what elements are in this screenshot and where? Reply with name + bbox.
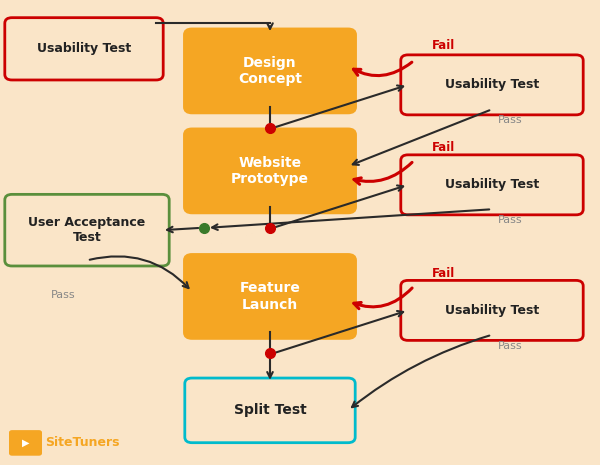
Text: User Acceptance
Test: User Acceptance Test <box>28 216 146 244</box>
FancyBboxPatch shape <box>401 55 583 115</box>
Text: Fail: Fail <box>432 266 455 279</box>
Text: SiteTuners: SiteTuners <box>45 436 119 449</box>
FancyBboxPatch shape <box>9 430 42 456</box>
FancyBboxPatch shape <box>5 18 163 80</box>
Text: Usability Test: Usability Test <box>445 179 539 191</box>
Text: Pass: Pass <box>498 115 523 125</box>
Text: Pass: Pass <box>498 341 523 351</box>
Text: Fail: Fail <box>432 141 455 154</box>
Text: Website
Prototype: Website Prototype <box>231 156 309 186</box>
Text: ▶: ▶ <box>22 438 29 448</box>
FancyBboxPatch shape <box>401 155 583 215</box>
Text: Pass: Pass <box>51 290 76 299</box>
FancyBboxPatch shape <box>185 378 355 443</box>
Text: Usability Test: Usability Test <box>37 42 131 55</box>
FancyBboxPatch shape <box>5 194 169 266</box>
Text: Split Test: Split Test <box>233 403 307 418</box>
Text: Usability Test: Usability Test <box>445 79 539 91</box>
FancyBboxPatch shape <box>401 280 583 340</box>
FancyBboxPatch shape <box>185 255 355 338</box>
Text: Usability Test: Usability Test <box>445 304 539 317</box>
Text: Pass: Pass <box>498 215 523 225</box>
Text: Fail: Fail <box>432 39 455 52</box>
Text: Design
Concept: Design Concept <box>238 56 302 86</box>
FancyBboxPatch shape <box>185 129 355 213</box>
FancyBboxPatch shape <box>185 29 355 113</box>
Text: Feature
Launch: Feature Launch <box>239 281 301 312</box>
